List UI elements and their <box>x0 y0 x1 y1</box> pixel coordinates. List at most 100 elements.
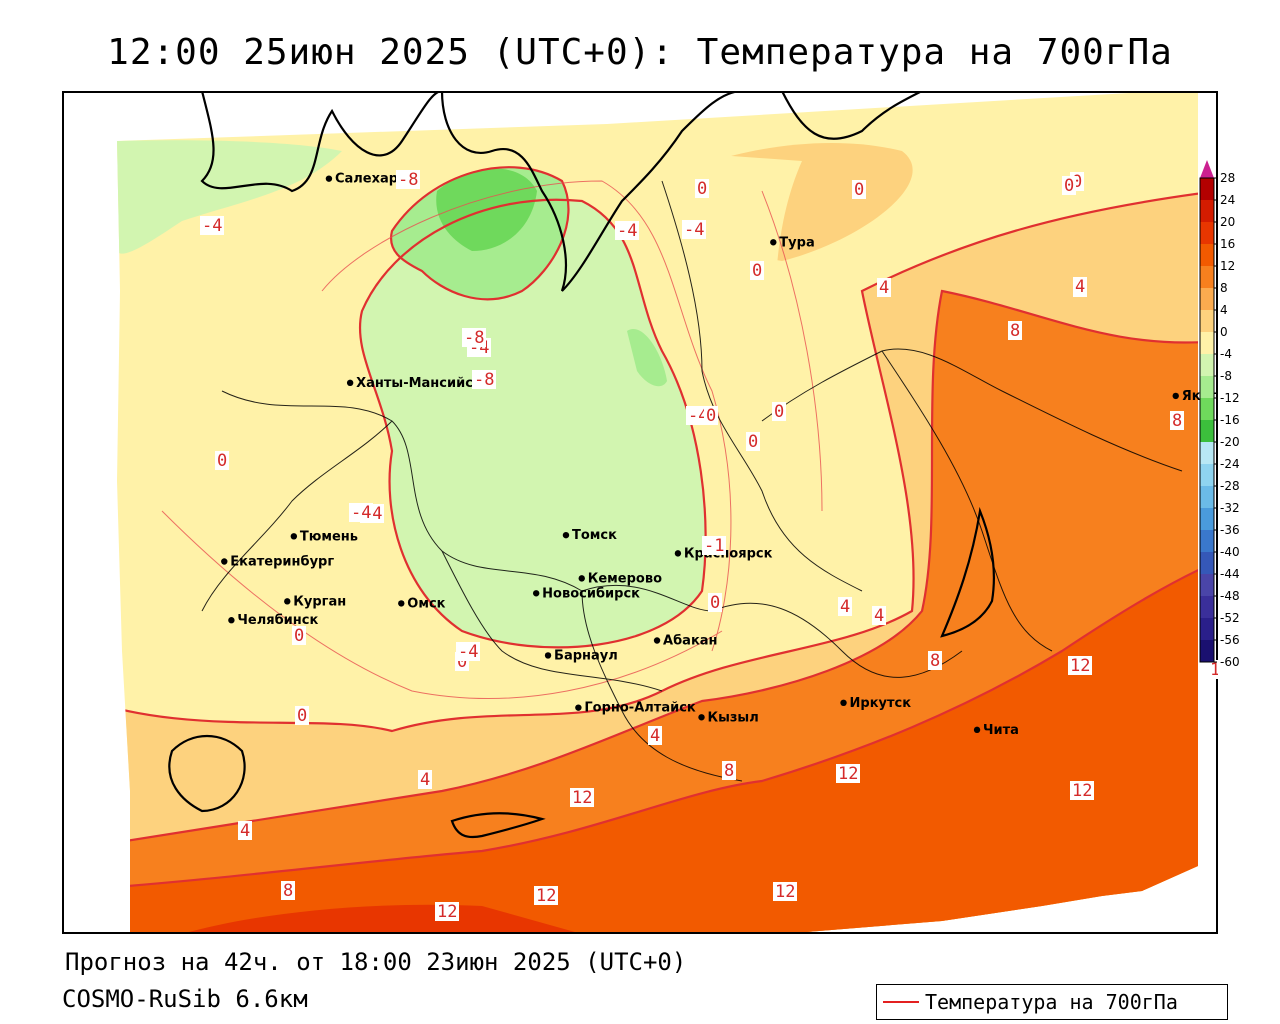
band-minus4-0 <box>359 199 706 648</box>
contour-label: 4 <box>238 821 252 841</box>
map-title: 12:00 25июн 2025 (UTC+0): Температура на… <box>107 32 1173 73</box>
colorbar-swatch <box>1200 178 1214 200</box>
contour-label-text: -4 <box>684 220 704 240</box>
city-label: Томск <box>572 528 617 543</box>
colorbar-swatch <box>1200 618 1214 640</box>
colorbar: 28 24 20 16 12 8 4 0 -4 -8 -12 -16 -20 -24 -28 -32 -36 -4… <box>1199 160 1240 669</box>
contour-label: -1 <box>702 536 726 556</box>
contour-label: 0 <box>695 179 709 199</box>
city-marker: Горно-Алтайск <box>575 701 696 716</box>
colorbar-swatch <box>1200 222 1214 244</box>
legend-label: Температура на 700гПа <box>925 990 1178 1014</box>
colorbar-top-arrow <box>1200 160 1214 178</box>
colorbar-label: -8 <box>1220 369 1232 383</box>
contour-label-text: 0 <box>297 706 307 726</box>
city-label: Салехард <box>335 172 409 187</box>
colorbar-label: -48 <box>1220 589 1240 603</box>
city-label: Тура <box>779 235 814 250</box>
contour-label: 8 <box>928 651 942 671</box>
contour-label-text: 0 <box>217 451 227 471</box>
colorbar-swatch <box>1200 442 1214 464</box>
contour-label: 0 <box>750 261 764 281</box>
contour-label: 0 <box>292 626 306 646</box>
contour-label: -8 <box>396 170 420 190</box>
city-label: Курган <box>293 594 346 609</box>
colorbar-label: 4 <box>1220 303 1228 317</box>
city-dot <box>228 617 235 624</box>
city-label: Барнаул <box>554 648 618 663</box>
colorbar-swatch <box>1200 530 1214 552</box>
city-label: Горно-Алтайск <box>584 701 696 716</box>
contour-label: 0 <box>772 402 786 422</box>
contour-label-text: 0 <box>697 179 707 199</box>
colorbar-label: 12 <box>1220 259 1235 273</box>
contour-label-text: -4 <box>688 406 708 426</box>
forecast-info: Прогноз на 42ч. от 18:00 23июн 2025 (UTC… <box>65 948 687 976</box>
contour-label-text: 12 <box>1070 656 1090 676</box>
colorbar-swatch <box>1200 376 1214 398</box>
colorbar-label: 16 <box>1220 237 1235 251</box>
city-marker: Иркутск <box>840 696 911 711</box>
colorbar-label: -20 <box>1220 435 1240 449</box>
contour-label-text: 0 <box>854 180 864 200</box>
city-marker: Кызыл <box>698 710 759 725</box>
colorbar-swatch <box>1200 354 1214 376</box>
colorbar-label: 8 <box>1220 281 1228 295</box>
city-marker: Екатеринбург <box>221 554 334 569</box>
city-label: Ханты-Мансийск <box>356 376 482 391</box>
city-label: Кемерово <box>588 571 662 586</box>
contour-label: 0 <box>708 593 722 613</box>
contour-label-text: 0 <box>774 402 784 422</box>
contour-label-text: 8 <box>1172 411 1182 431</box>
colorbar-swatch <box>1200 508 1214 530</box>
colorbar-label: -4 <box>1220 347 1232 361</box>
colorbar-label: -44 <box>1220 567 1240 581</box>
contour-label: 12 <box>1208 660 1218 680</box>
contour-label: 4 <box>418 770 432 790</box>
colorbar-swatch <box>1200 332 1214 354</box>
city-dot <box>532 590 540 597</box>
contour-label: -4 <box>200 216 224 236</box>
city-dot <box>653 637 661 644</box>
city-dot <box>1172 392 1179 400</box>
city-dot <box>770 239 777 246</box>
contour-label: 8 <box>1170 411 1184 431</box>
city-marker: Абакан <box>653 633 718 648</box>
contour-label-text: 12 <box>1072 781 1092 801</box>
contour-label: -4 <box>456 642 480 662</box>
city-marker: Чита <box>973 723 1019 738</box>
city-dot <box>398 600 405 607</box>
colorbar-swatch <box>1200 640 1214 662</box>
colorbar-label: 20 <box>1220 215 1235 229</box>
contour-label-text: -1 <box>704 536 724 556</box>
colorbar-label: -28 <box>1220 479 1240 493</box>
colorbar-swatch <box>1200 398 1214 420</box>
city-dot <box>325 175 333 182</box>
temperature-field <box>117 91 1198 934</box>
contour-label: 4 <box>838 597 852 617</box>
contour-label: 4 <box>648 726 662 746</box>
city-dot <box>698 714 705 721</box>
colorbar-swatch <box>1200 486 1214 508</box>
city-label: Красноярск <box>684 546 773 561</box>
colorbar-label: -52 <box>1220 611 1240 625</box>
city-label: Новосибирск <box>542 586 640 601</box>
contour-label: 12 <box>534 886 558 906</box>
contour-label-text: 8 <box>724 761 734 781</box>
contour-label: 12 <box>773 882 797 902</box>
contour-label-text: -8 <box>398 170 418 190</box>
colorbar-swatch <box>1200 310 1214 332</box>
contour-label: 12 <box>1068 656 1092 676</box>
contour-label: 4 <box>1073 277 1087 297</box>
contour-label: 0 <box>746 432 760 452</box>
contour-label-text: -4 <box>458 642 478 662</box>
contour-label: 0 <box>852 180 866 200</box>
colorbar-swatch <box>1200 552 1214 574</box>
contour-label: 12 <box>435 902 459 922</box>
contour-label-text: 4 <box>650 726 660 746</box>
city-label: Челябинск <box>237 613 318 628</box>
contour-label-text: 0 <box>294 626 304 646</box>
colorbar-label: 24 <box>1220 193 1235 207</box>
contour-labels-layer: -8-4000-4-4-8-4-8-40044000488-4-104-4004… <box>200 170 1218 922</box>
contour-label: -8 <box>462 328 486 348</box>
